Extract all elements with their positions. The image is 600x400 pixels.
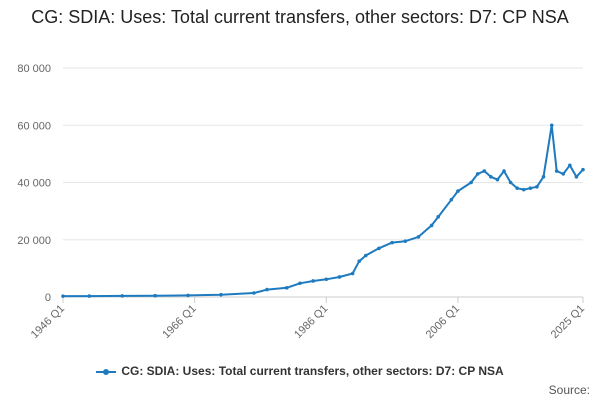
data-point[interactable] bbox=[541, 174, 546, 179]
y-axis-tick-labels: 0 20 000 40 000 60 000 80 000 bbox=[17, 63, 51, 304]
data-point[interactable] bbox=[469, 180, 473, 185]
series-group bbox=[61, 123, 585, 298]
data-point[interactable] bbox=[482, 169, 487, 173]
data-point[interactable] bbox=[436, 215, 440, 219]
data-point[interactable] bbox=[87, 294, 92, 298]
grid-lines bbox=[63, 67, 583, 298]
data-point[interactable] bbox=[416, 235, 421, 239]
data-point[interactable] bbox=[357, 259, 362, 264]
y-tick-label: 0 bbox=[45, 292, 51, 304]
data-point[interactable] bbox=[561, 172, 566, 176]
x-axis: 1946 Q1 1966 Q1 1986 Q1 2006 Q1 2025 Q1 bbox=[29, 296, 587, 341]
x-tick-label: 1986 Q1 bbox=[292, 303, 330, 341]
x-tick-label: 2006 Q1 bbox=[424, 303, 462, 341]
x-tick-label: 2025 Q1 bbox=[549, 303, 587, 341]
legend-swatch bbox=[96, 368, 117, 375]
data-point[interactable] bbox=[508, 180, 513, 185]
data-point[interactable] bbox=[390, 240, 394, 245]
data-point[interactable] bbox=[528, 186, 533, 191]
data-point[interactable] bbox=[337, 275, 342, 279]
data-point[interactable] bbox=[153, 293, 157, 298]
data-point[interactable] bbox=[252, 291, 256, 295]
y-tick-label: 40 000 bbox=[17, 178, 51, 190]
data-point[interactable] bbox=[568, 163, 572, 168]
data-point[interactable] bbox=[350, 271, 355, 276]
data-point[interactable] bbox=[489, 174, 493, 179]
data-point[interactable] bbox=[515, 186, 519, 191]
data-point[interactable] bbox=[377, 246, 381, 251]
data-point[interactable] bbox=[284, 286, 289, 290]
data-point[interactable] bbox=[535, 184, 539, 189]
data-point[interactable] bbox=[554, 169, 559, 173]
data-point[interactable] bbox=[502, 169, 506, 173]
data-point[interactable] bbox=[311, 279, 315, 283]
data-point[interactable] bbox=[549, 123, 554, 128]
data-point[interactable] bbox=[429, 223, 434, 228]
data-point[interactable] bbox=[186, 293, 190, 298]
data-point[interactable] bbox=[403, 239, 408, 243]
y-tick-label: 80 000 bbox=[17, 63, 51, 75]
data-point[interactable] bbox=[475, 172, 480, 176]
data-point[interactable] bbox=[456, 189, 460, 193]
legend-label: CG: SDIA: Uses: Total current transfers,… bbox=[121, 364, 504, 378]
data-point[interactable] bbox=[298, 281, 302, 286]
chart-title: CG: SDIA: Uses: Total current transfers,… bbox=[31, 7, 569, 27]
data-point[interactable] bbox=[449, 197, 454, 202]
data-point[interactable] bbox=[61, 294, 65, 298]
legend[interactable]: CG: SDIA: Uses: Total current transfers,… bbox=[0, 364, 600, 378]
x-tick-label: 1966 Q1 bbox=[160, 303, 198, 341]
x-tick-label: 1946 Q1 bbox=[29, 303, 67, 341]
data-point[interactable] bbox=[120, 294, 125, 298]
data-point[interactable] bbox=[495, 177, 500, 182]
data-point[interactable] bbox=[521, 187, 526, 192]
data-point[interactable] bbox=[363, 253, 368, 258]
y-tick-label: 20 000 bbox=[17, 235, 51, 247]
data-point[interactable] bbox=[219, 292, 223, 297]
source-label: Source: bbox=[548, 383, 590, 397]
series-line[interactable] bbox=[63, 124, 584, 298]
data-point[interactable] bbox=[324, 277, 329, 282]
y-tick-label: 60 000 bbox=[17, 120, 51, 132]
data-point[interactable] bbox=[265, 287, 269, 292]
data-point[interactable] bbox=[574, 174, 579, 179]
data-point[interactable] bbox=[581, 167, 585, 172]
